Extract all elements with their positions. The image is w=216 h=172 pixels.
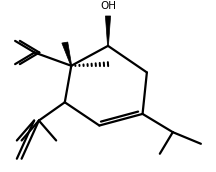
Text: OH: OH — [100, 1, 116, 11]
Polygon shape — [105, 16, 111, 46]
Polygon shape — [62, 42, 72, 66]
